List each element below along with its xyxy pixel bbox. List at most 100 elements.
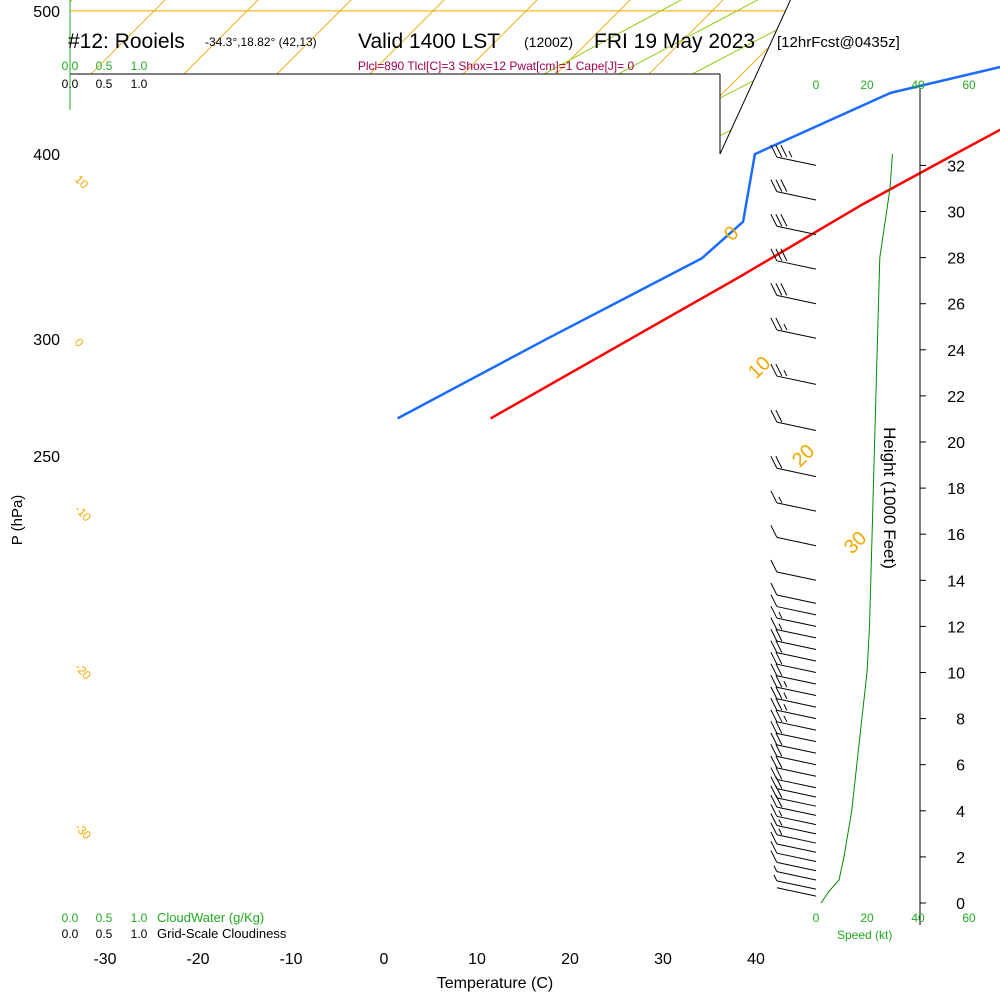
wind-barb-feather xyxy=(770,628,778,642)
cloudwater-tick-top: 0.5 xyxy=(96,59,113,73)
cloudwater-label: CloudWater (g/Kg) xyxy=(157,910,264,925)
cloudiness-tick-bottom: 1.0 xyxy=(131,927,148,941)
wind-barb-half-feather xyxy=(778,611,783,619)
wind-barb-half-feather xyxy=(783,681,788,688)
wind-barb-staff xyxy=(776,843,817,853)
cloudiness-tick-bottom: 0.0 xyxy=(62,927,79,941)
speed-tick-top: 40 xyxy=(911,78,925,92)
isotherm-line xyxy=(216,0,867,155)
wind-barb-feather xyxy=(770,850,778,863)
wind-barb-staff xyxy=(776,721,817,731)
wind-barb-staff xyxy=(776,571,817,581)
wind-barb-feather xyxy=(775,317,783,331)
wind-barb-staff xyxy=(776,375,817,385)
isotherm-label: 20 xyxy=(788,440,819,471)
speed-tick-bottom: 20 xyxy=(860,911,874,925)
wind-barb-staff xyxy=(776,788,817,798)
wind-barb-feather xyxy=(770,698,778,711)
wind-barb-feather xyxy=(770,559,778,573)
wind-barb xyxy=(770,675,817,697)
isotherm-label: -30 xyxy=(72,820,94,842)
plot-frame xyxy=(69,0,791,155)
y-axis-title: P (hPa) xyxy=(9,495,26,546)
height-tick-label: 2 xyxy=(956,850,965,867)
wind-barb-staff xyxy=(776,871,817,881)
wind-barb-staff xyxy=(776,709,817,720)
wind-barb-feather xyxy=(770,721,778,734)
wind-barb xyxy=(770,663,817,685)
wind-barb-staff xyxy=(776,732,817,743)
wind-barb-feather xyxy=(770,605,778,619)
wind-barb-staff xyxy=(776,767,817,777)
wind-barb-staff xyxy=(776,778,817,789)
temperature-tick-label: -20 xyxy=(186,951,209,968)
dry-adiabat-line xyxy=(70,0,867,155)
wind-barb-feather xyxy=(770,767,778,780)
wind-barb-feather xyxy=(780,283,788,296)
station-coords: -34.3°,18.82° (42,13) xyxy=(205,35,317,49)
temperature-curve xyxy=(489,128,1000,420)
forecast-date: FRI 19 May 2023 xyxy=(594,30,755,53)
pressure-tick-label: 250 xyxy=(33,449,60,466)
wind-barb-feather xyxy=(770,363,778,377)
wind-barb-half-feather xyxy=(773,865,778,872)
dry-adiabat-line xyxy=(143,0,867,155)
cloudwater-tick-bottom: 0.0 xyxy=(62,911,79,925)
wind-barb-feather xyxy=(770,409,778,423)
height-tick-label: 14 xyxy=(947,573,965,590)
wind-barb-feather xyxy=(770,651,778,665)
wind-barb-feather xyxy=(775,214,783,227)
wind-barb-feather xyxy=(770,840,778,854)
frame-right-edge xyxy=(719,0,791,155)
wind-barb-staff xyxy=(776,640,817,650)
wind-barb xyxy=(770,755,817,777)
dewpoint-curve xyxy=(397,65,1000,420)
isotherm-line xyxy=(70,0,718,155)
speed-tick-bottom: 0 xyxy=(813,911,820,925)
height-tick-label: 26 xyxy=(947,297,965,314)
mixing-ratio-line xyxy=(871,0,1000,154)
dry-adiabat-line xyxy=(571,0,867,155)
wind-barb-feather xyxy=(770,755,778,769)
station-title: #12: Rooiels xyxy=(68,30,185,53)
wind-barb-half-feather xyxy=(788,150,793,158)
wind-barb-staff xyxy=(776,467,817,478)
height-tick-label: 0 xyxy=(956,896,965,913)
speed-tick-bottom: 40 xyxy=(911,911,925,925)
cloudwater-tick-top: 0.0 xyxy=(62,59,79,73)
wind-barb-half-feather xyxy=(778,496,783,504)
wind-barb xyxy=(770,628,817,650)
wind-barb xyxy=(770,640,817,662)
wind-barb-feather xyxy=(775,651,783,665)
wind-barb-feather xyxy=(775,755,783,769)
wind-barb-feather xyxy=(775,628,783,642)
speed-tick-top: 20 xyxy=(860,78,874,92)
wind-barb-half-feather xyxy=(778,810,783,817)
wind-barb-feather xyxy=(770,675,778,688)
wind-barb xyxy=(776,887,817,897)
wind-speed-curve xyxy=(820,153,893,904)
wind-barb xyxy=(770,744,817,766)
wind-barb-staff xyxy=(776,880,817,890)
dry-adiabats xyxy=(70,0,867,155)
wind-barb-staff xyxy=(776,852,817,862)
wind-barb xyxy=(770,214,817,236)
wind-barb-half-feather xyxy=(773,874,778,882)
height-tick-label: 8 xyxy=(956,712,965,729)
wind-barb xyxy=(770,651,817,673)
wind-barb-half-feather xyxy=(778,819,783,826)
valid-time: Valid 1400 LST xyxy=(358,30,500,53)
cloudiness-tick-top: 0.0 xyxy=(62,77,79,91)
wind-barb-staff xyxy=(776,861,817,872)
wind-barb-feather xyxy=(770,785,778,799)
wind-barb-feather xyxy=(775,283,783,296)
wind-barb-staff xyxy=(776,606,817,616)
wind-barb-half-feather xyxy=(778,828,783,835)
dry-adiabat-line xyxy=(70,0,867,155)
temperature-tick-label: 30 xyxy=(654,951,672,968)
height-tick-label: 32 xyxy=(947,158,965,175)
wind-barb-staff xyxy=(776,686,817,697)
pressure-tick-label: 500 xyxy=(33,4,60,21)
